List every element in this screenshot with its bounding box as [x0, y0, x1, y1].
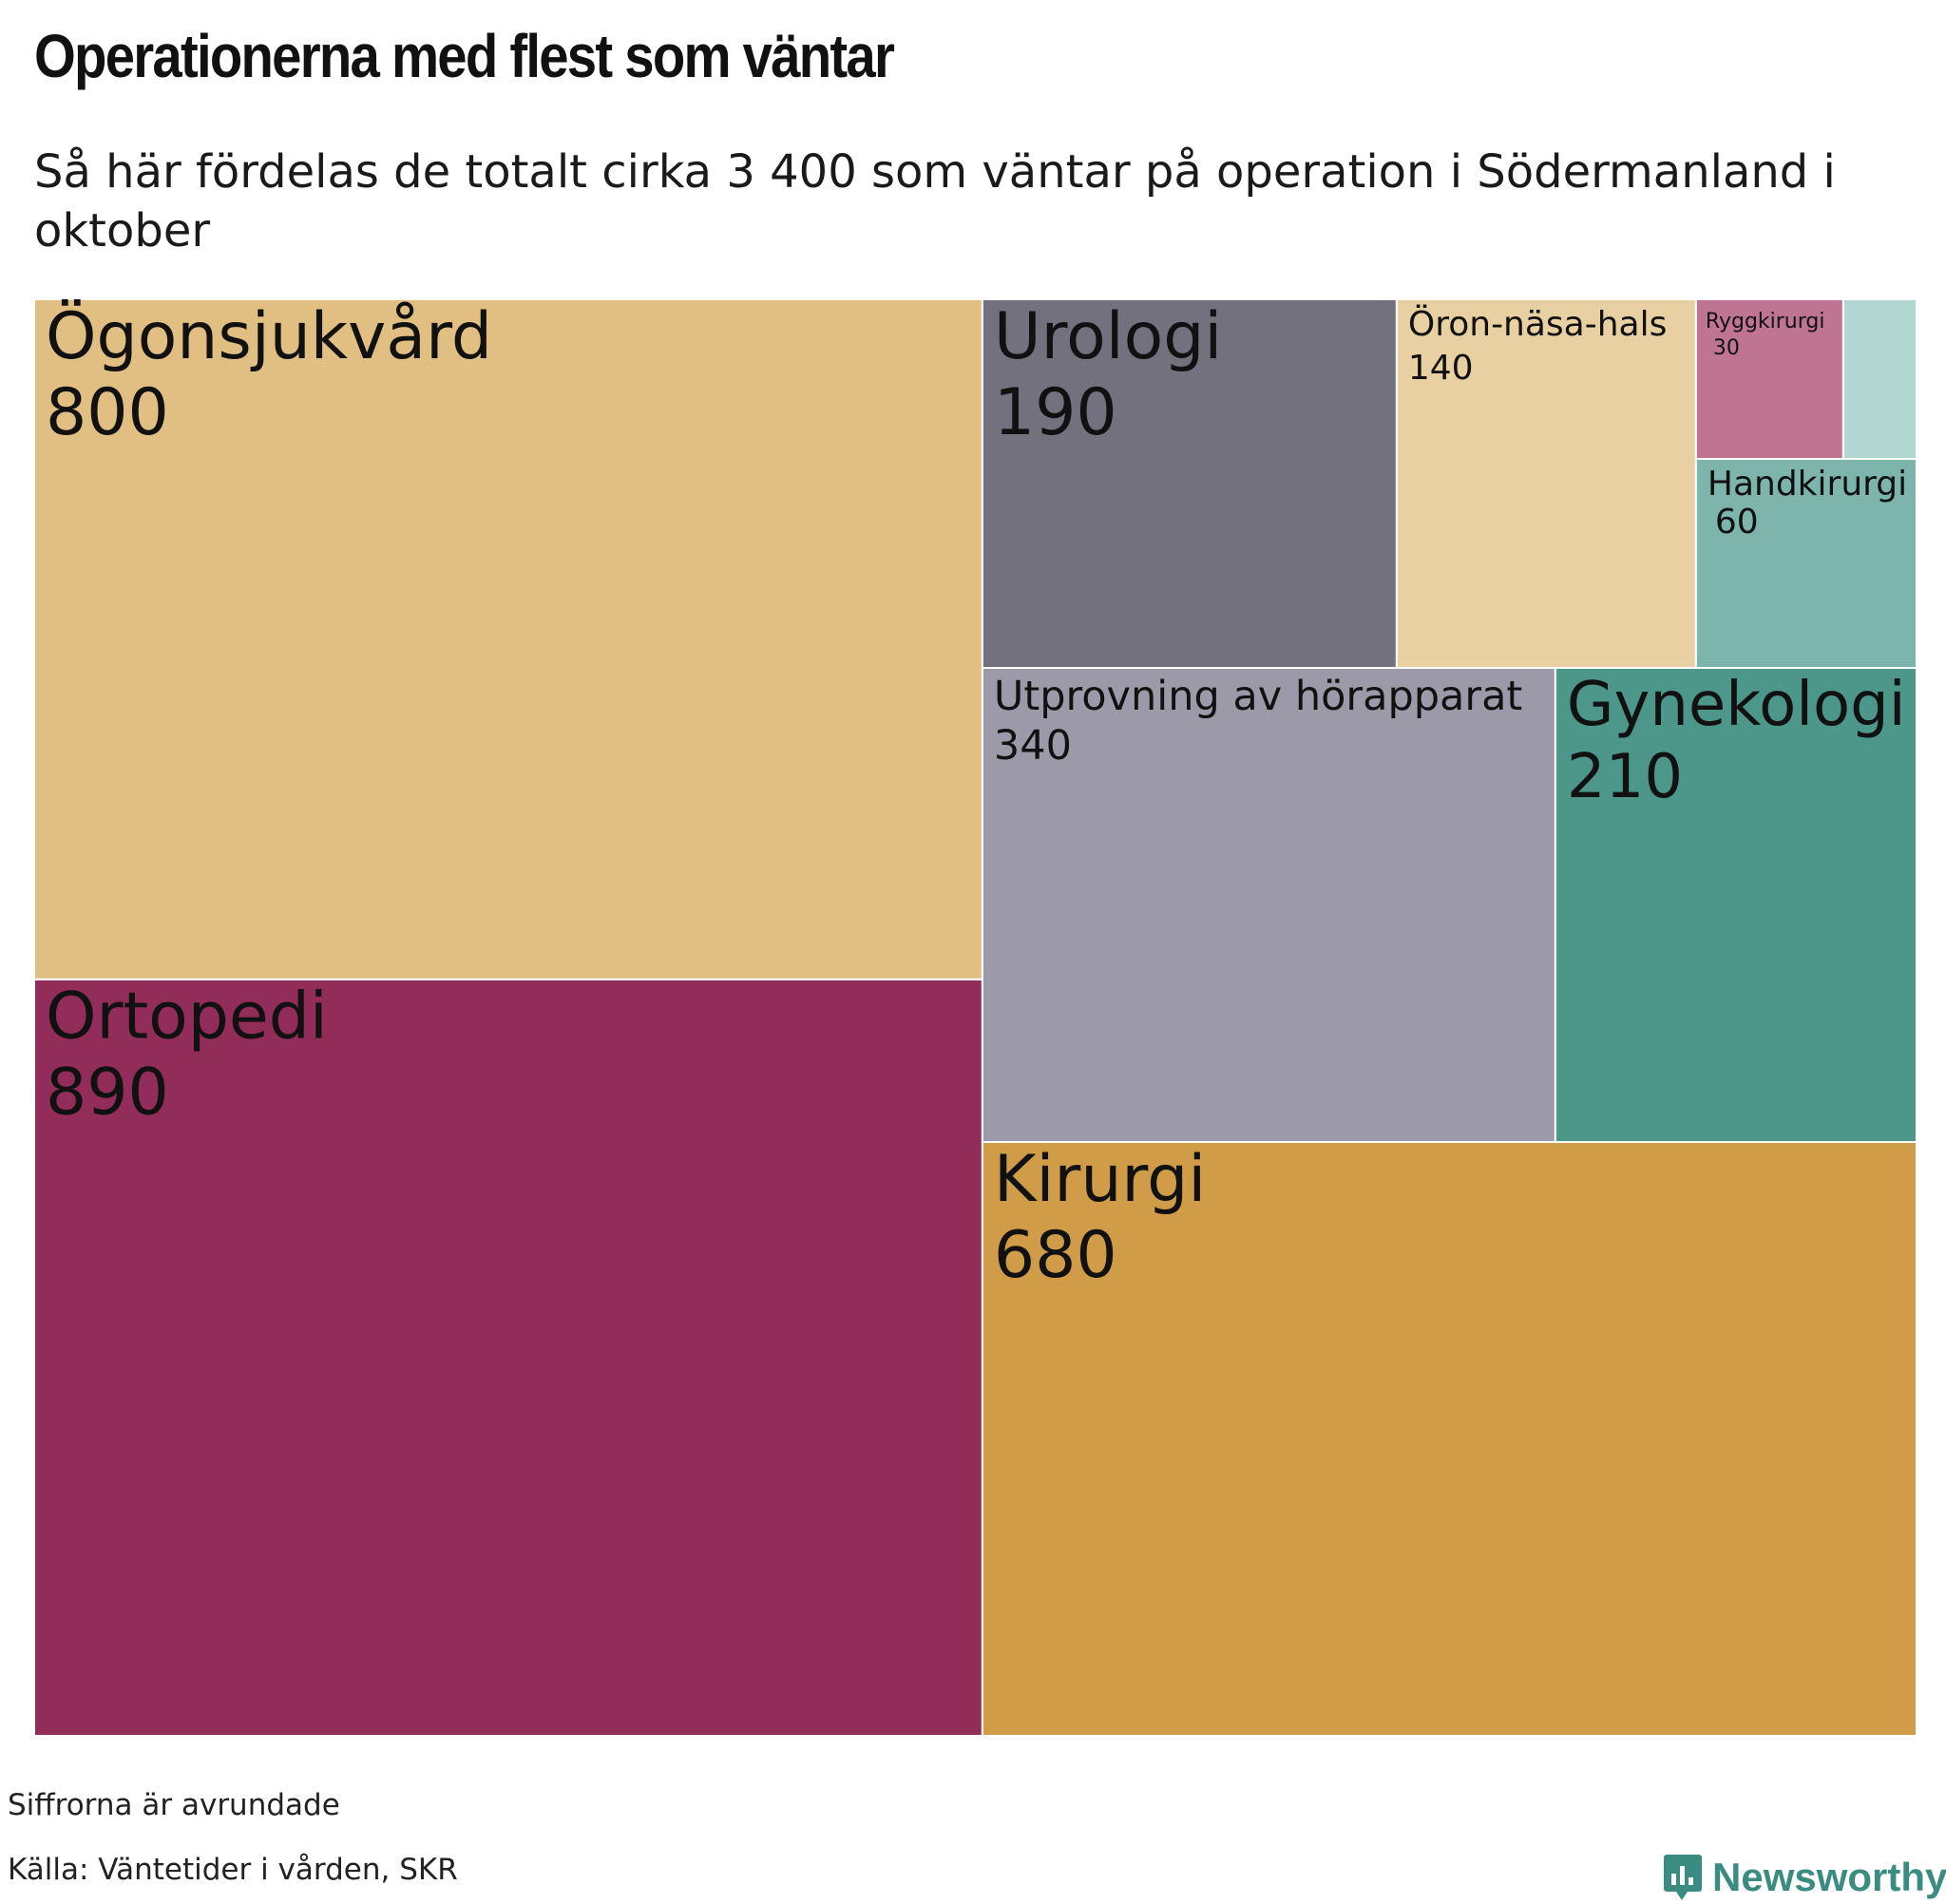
tile-label-ortopedi: Ortopedi — [46, 980, 328, 1055]
brand-name: Newsworthy — [1712, 1855, 1946, 1899]
tile-value-oron-nasa-hals: 140 — [1408, 349, 1474, 388]
chart-subtitle: Så här fördelas de totalt cirka 3 400 so… — [34, 145, 1836, 257]
tile-value-gynekologi: 210 — [1567, 742, 1683, 812]
tile-rect-ogonsjukvard — [33, 298, 983, 981]
tile-value-ogonsjukvard: 800 — [46, 375, 169, 450]
chart-title: Operationerna med flest som väntar — [34, 22, 895, 90]
tile-ovrigt[interactable] — [1841, 298, 1917, 460]
tile-rect-gynekologi — [1554, 667, 1917, 1143]
tile-rect-oron-nasa-hals — [1395, 298, 1697, 669]
source-note: Källa: Väntetider i vården, SKR — [8, 1853, 458, 1887]
tile-ryggkirurgi[interactable]: Ryggkirurgi 30 — [1694, 298, 1844, 460]
tile-label-urologi: Urologi — [994, 299, 1222, 374]
tile-rect-ryggkirurgi — [1694, 298, 1844, 460]
tile-value-utprovning-av-horapparat: 340 — [994, 722, 1072, 770]
tile-rect-kirurgi — [981, 1141, 1917, 1737]
tile-label-ogonsjukvard: Ögonsjukvård — [46, 299, 492, 374]
tile-value-ryggkirurgi: 30 — [1713, 336, 1740, 360]
tile-value-urologi: 190 — [994, 375, 1117, 450]
bar-chart-speech-bubble-icon — [1664, 1855, 1702, 1900]
tile-rect-handkirurgi — [1694, 458, 1917, 669]
newsworthy-logo[interactable]: Newsworthy — [1663, 1851, 1946, 1904]
tile-label-handkirurgi: Handkirurgi — [1708, 465, 1907, 504]
tile-rect-ortopedi — [33, 978, 983, 1737]
tile-oron-nasa-hals[interactable]: Öron-näsa-hals 140 — [1395, 298, 1697, 669]
tile-label-gynekologi: Gynekologi — [1567, 670, 1906, 740]
tile-rect-urologi — [981, 298, 1398, 669]
tile-value-handkirurgi: 60 — [1715, 503, 1759, 542]
tile-value-kirurgi: 680 — [994, 1218, 1117, 1293]
tile-label-utprovning-av-horapparat: Utprovning av hörapparat — [994, 673, 1522, 720]
tile-rect-ovrigt — [1841, 298, 1917, 460]
rounding-note: Siffrorna är avrundade — [8, 1788, 340, 1822]
tile-label-kirurgi: Kirurgi — [994, 1142, 1206, 1217]
tile-value-ortopedi: 890 — [46, 1056, 169, 1131]
tile-label-oron-nasa-hals: Öron-näsa-hals — [1408, 304, 1668, 344]
tile-label-ryggkirurgi: Ryggkirurgi — [1706, 310, 1825, 333]
